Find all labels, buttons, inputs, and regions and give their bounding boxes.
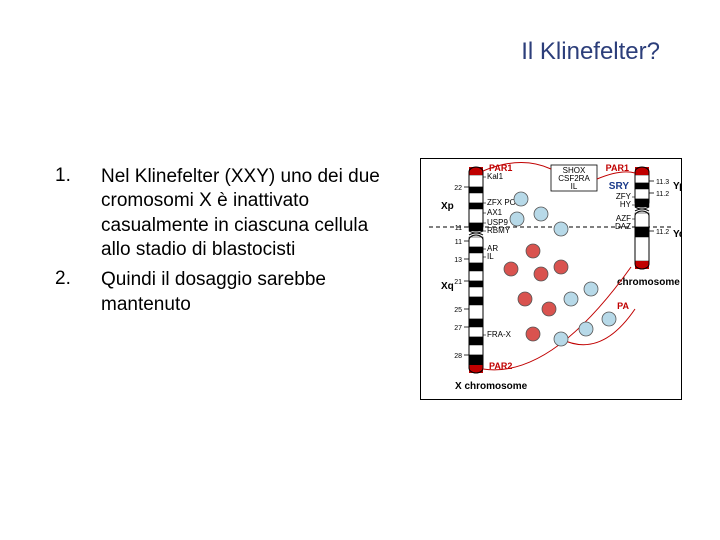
svg-text:PA: PA [617,301,629,311]
list-item: 1. Nel Klinefelter (XXY) uno dei due cro… [55,165,395,268]
chromosome-diagram: 2211111321252728XpXqKal1ZFX POUAX1USP9RB… [420,158,682,400]
svg-text:11: 11 [455,225,462,232]
svg-text:27: 27 [454,325,462,332]
svg-text:22: 22 [454,185,462,192]
svg-text:11.2: 11.2 [656,229,669,236]
svg-text:RBMY: RBMY [487,226,511,235]
svg-text:21: 21 [454,279,462,286]
svg-text:25: 25 [454,307,462,314]
svg-text:PAR1: PAR1 [489,163,512,173]
list-item: 2. Quindi il dosaggio sarebbe mantenuto [55,268,395,323]
svg-text:Kal1: Kal1 [487,172,504,181]
svg-text:11: 11 [455,239,462,246]
svg-text:HY: HY [620,200,632,209]
svg-text:SRY: SRY [609,181,630,192]
numbered-list: 1. Nel Klinefelter (XXY) uno dei due cro… [55,165,395,323]
svg-text:Xq: Xq [441,281,454,292]
slide-title: Il Klinefelter? [521,38,660,66]
svg-text:IL: IL [571,182,578,191]
svg-text:Yq: Yq [673,229,681,240]
svg-text:Xp: Xp [441,201,454,212]
svg-text:FRA-X: FRA-X [487,330,512,339]
svg-text:X chromosome: X chromosome [455,381,528,392]
list-text: Quindi il dosaggio sarebbe mantenuto [101,268,395,323]
svg-text:IL: IL [487,252,494,261]
list-number: 1. [55,165,101,268]
svg-text:11.2: 11.2 [656,191,669,198]
slide: Il Klinefelter? 1. Nel Klinefelter (XXY)… [0,0,720,540]
svg-text:28: 28 [454,353,462,360]
list-number: 2. [55,268,101,323]
svg-text:DAZ: DAZ [615,222,631,231]
svg-text:11.3: 11.3 [656,179,669,186]
svg-text:Yp: Yp [673,181,681,192]
list-text: Nel Klinefelter (XXY) uno dei due cromos… [101,165,395,268]
svg-text:chromosome: chromosome [617,277,680,288]
svg-text:AX1: AX1 [487,208,503,217]
body-text: 1. Nel Klinefelter (XXY) uno dei due cro… [55,165,395,323]
svg-text:13: 13 [454,257,462,264]
